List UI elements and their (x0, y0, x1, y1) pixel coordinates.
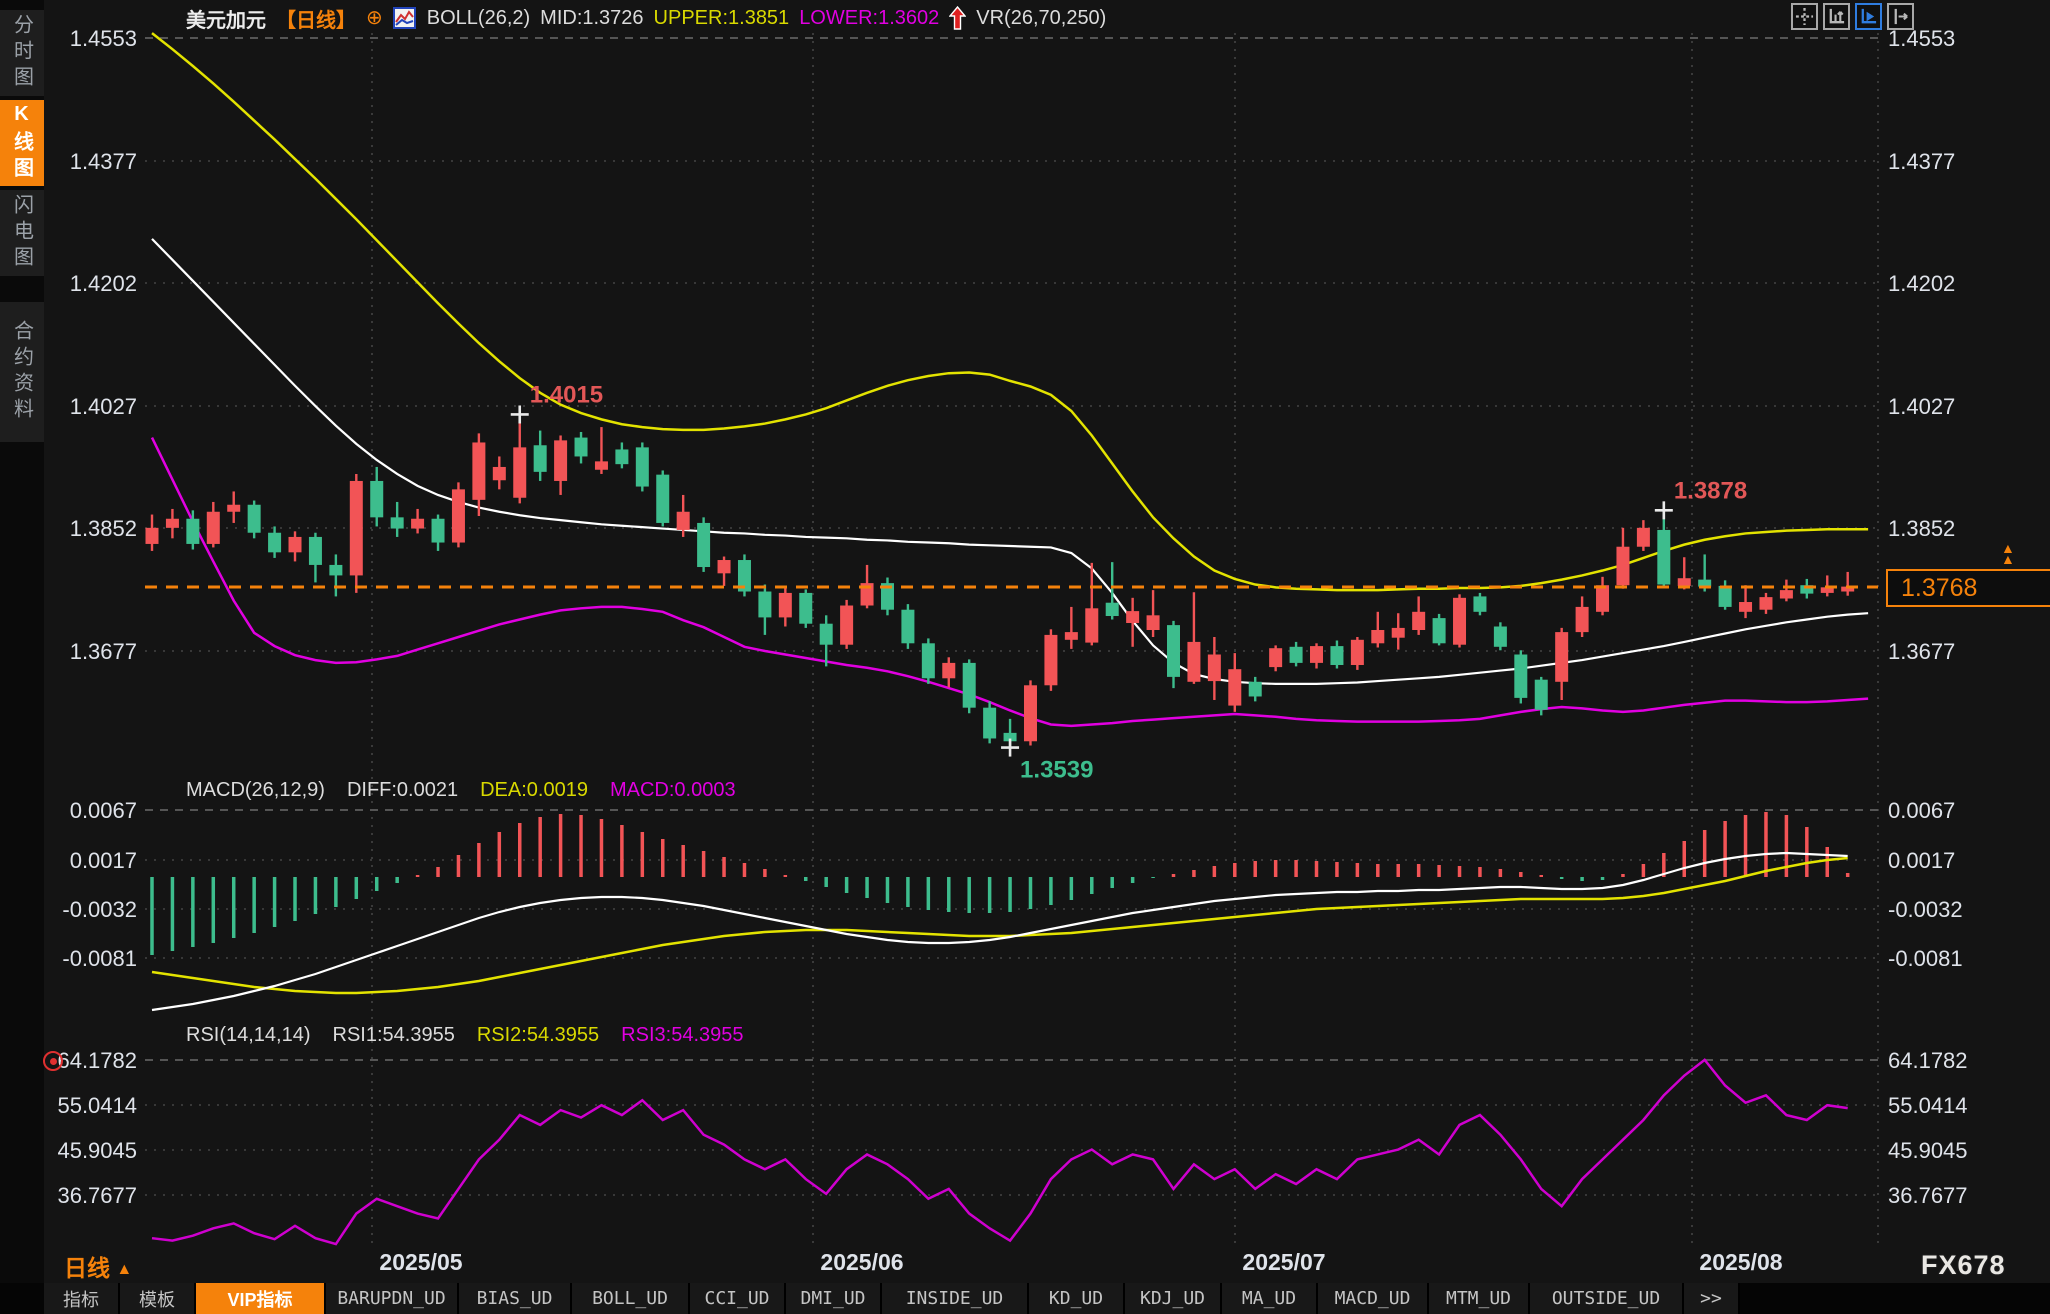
rsi2-value: RSI2:54.3955 (476, 1024, 600, 1046)
x-axis-date-label: 2025/05 (379, 1249, 462, 1275)
tabbar-more-button[interactable]: >> (1684, 1283, 1740, 1314)
indicator-tab[interactable]: KD_UD (1029, 1283, 1125, 1314)
indicator-tab[interactable]: OUTSIDE_UD (1530, 1283, 1684, 1314)
y-axis-label: 64.1782 (57, 1048, 137, 1073)
y-axis-label: 55.0414 (57, 1093, 137, 1118)
chart-toolbar (1791, 3, 1914, 30)
y-axis-label: -0.0081 (62, 946, 137, 971)
period-selector[interactable]: 日线 ▲ (64, 1249, 132, 1283)
sidebar-item-time-chart[interactable]: 分时图 (0, 10, 44, 96)
y-axis-label: 1.4553 (1888, 26, 1955, 51)
vr-label: VR(26,70,250) (976, 6, 1107, 29)
axis-scale-icon[interactable] (1823, 3, 1850, 30)
indicator-tab[interactable]: BARUPDN_UD (326, 1283, 459, 1314)
up-arrow-icon (949, 6, 967, 30)
goto-latest-icon[interactable] (1887, 3, 1914, 30)
indicator-tab[interactable]: BIAS_UD (459, 1283, 572, 1314)
price-up-arrows-icon: ▲ ▲ (2001, 540, 2015, 567)
indicator-tab[interactable]: CCI_UD (690, 1283, 786, 1314)
y-axis-label: -0.0032 (1888, 897, 1963, 922)
y-axis-label: 1.4202 (70, 271, 137, 296)
indicator-tab[interactable]: DMI_UD (786, 1283, 882, 1314)
rsi-pane-header: RSI(14,14,14) RSI1:54.3955 RSI2:54.3955 … (186, 1024, 744, 1047)
sidebar-item-contract-info[interactable]: 合约资料 (0, 302, 44, 442)
rsi-title: RSI(14,14,14) (186, 1024, 311, 1046)
y-axis-label: 1.4027 (70, 394, 137, 419)
price-annotation: 1.3878 (1674, 477, 1747, 504)
y-axis-label: 55.0414 (1888, 1093, 1968, 1118)
dropup-triangle-icon: ▲ (116, 1261, 133, 1278)
y-axis-label: 36.7677 (57, 1183, 137, 1208)
y-axis-label: 1.4553 (70, 26, 137, 51)
sidebar-item-kline-chart[interactable]: K线图 (0, 100, 44, 186)
y-axis-label: -0.0032 (62, 897, 137, 922)
x-axis-date-label: 2025/07 (1242, 1249, 1325, 1275)
price-annotation: 1.4015 (530, 381, 603, 408)
sidebar-item-label: K线图 (10, 103, 33, 183)
mini-chart-icon[interactable] (392, 6, 417, 30)
symbol-title: 美元加元 (186, 9, 266, 32)
y-axis-label: 1.4027 (1888, 394, 1955, 419)
watermark: FX678 (1921, 1250, 2006, 1280)
indicator-tab[interactable]: MTM_UD (1429, 1283, 1530, 1314)
macd-pane-header: MACD(26,12,9) DIFF:0.0021 DEA:0.0019 MAC… (186, 779, 736, 802)
boll-lower-value: LOWER:1.3602 (799, 6, 940, 29)
indicator-tab[interactable]: KDJ_UD (1125, 1283, 1222, 1314)
indicator-tab[interactable]: INSIDE_UD (882, 1283, 1029, 1314)
y-axis-label: 1.3852 (1888, 516, 1955, 541)
x-axis-date-label: 2025/08 (1699, 1249, 1782, 1275)
period-tag[interactable]: 【日线】 (276, 9, 356, 32)
sidebar-item-label: 分时图 (10, 14, 33, 92)
indicator-tab[interactable]: VIP指标 (196, 1283, 326, 1314)
y-axis-label: 45.9045 (57, 1138, 137, 1163)
add-indicator-icon[interactable]: ⊕ (366, 7, 383, 29)
y-axis-label: 64.1782 (1888, 1048, 1968, 1073)
target-marker-icon (43, 1051, 63, 1071)
crosshair-pan-icon[interactable] (1791, 3, 1818, 30)
period-label: 日线 (64, 1255, 110, 1281)
sidebar-item-label: 闪电图 (10, 194, 33, 272)
rsi3-value: RSI3:54.3955 (621, 1024, 744, 1046)
y-axis-label: 36.7677 (1888, 1183, 1968, 1208)
indicator-tab[interactable]: 模板 (120, 1283, 196, 1314)
indicator-tab[interactable]: 指标 (44, 1283, 120, 1314)
price-annotation: 1.3539 (1020, 757, 1093, 784)
x-axis-date-label: 2025/06 (820, 1249, 903, 1275)
sidebar-item-label: 合约资料 (10, 320, 33, 424)
y-axis-label: 1.3852 (70, 516, 137, 541)
sidebar-item-flash-chart[interactable]: 闪电图 (0, 190, 44, 276)
y-axis-label: 1.4377 (70, 149, 137, 174)
y-axis-label: 45.9045 (1888, 1138, 1968, 1163)
y-axis-label: 0.0067 (70, 798, 137, 823)
sidebar: 分时图 K线图 闪电图 合约资料 (0, 0, 44, 1283)
y-axis-label: 1.4202 (1888, 271, 1955, 296)
indicator-tab[interactable]: BOLL_UD (572, 1283, 690, 1314)
last-price-badge: 1.3768 (1886, 569, 2050, 607)
auto-scale-play-icon[interactable] (1855, 3, 1882, 30)
indicator-tabbar: 指标 模板 VIP指标 BARUPDN_UD BIAS_UD BOLL_UD CCI_UD D… (0, 1283, 2050, 1314)
macd-diff-value: DIFF:0.0021 (346, 779, 459, 801)
boll-label: BOLL(26,2) (426, 6, 531, 29)
y-axis-label: 1.4377 (1888, 149, 1955, 174)
y-axis-label: 1.3677 (70, 639, 137, 664)
chart-header: 美元加元 【日线】 ⊕ BOLL(26,2) MID:1.3726 UPPER:… (186, 3, 1106, 33)
tabbar-spacer (0, 1283, 44, 1314)
indicator-tab[interactable]: MACD_UD (1318, 1283, 1429, 1314)
macd-value: MACD:0.0003 (609, 779, 736, 801)
y-axis-label: 1.3677 (1888, 639, 1955, 664)
indicator-tab[interactable]: MA_UD (1222, 1283, 1318, 1314)
y-axis-label: -0.0081 (1888, 946, 1963, 971)
y-axis-label: 0.0017 (1888, 848, 1955, 873)
macd-title: MACD(26,12,9) (186, 779, 325, 801)
y-axis-label: 0.0017 (70, 848, 137, 873)
boll-mid-value: MID:1.3726 (540, 6, 644, 29)
y-axis-label: 0.0067 (1888, 798, 1955, 823)
rsi1-value: RSI1:54.3955 (332, 1024, 455, 1046)
boll-upper-value: UPPER:1.3851 (653, 6, 790, 29)
macd-dea-value: DEA:0.0019 (480, 779, 588, 801)
